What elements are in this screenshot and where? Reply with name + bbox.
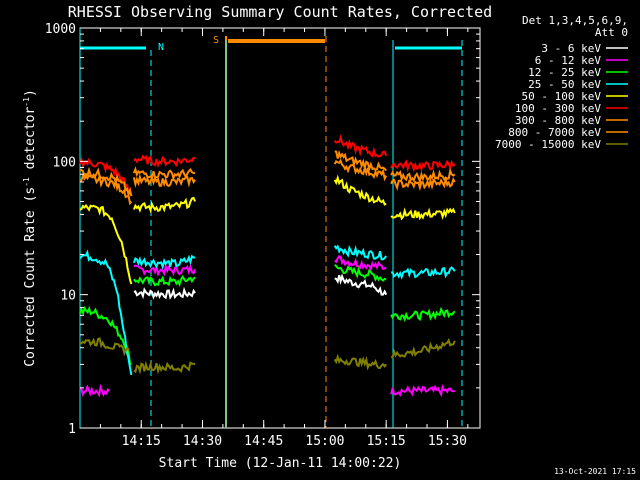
- x-tick-label: 14:30: [183, 434, 222, 449]
- series-line-2: [390, 306, 456, 323]
- series-line-6: [333, 158, 388, 182]
- series-line-4: [132, 196, 197, 214]
- legend-label: 6 - 12 keV: [535, 54, 602, 67]
- y-label-part2: detector: [23, 107, 38, 178]
- legend-label: 800 - 7000 keV: [508, 126, 601, 139]
- series-line-4: [333, 174, 387, 206]
- series-line-3: [333, 244, 388, 261]
- series-line-5: [390, 159, 456, 173]
- series-line-5: [79, 155, 133, 197]
- y-axis-label: Corrected Count Rate (s-1 detector-1): [22, 89, 38, 367]
- legend-label: 25 - 50 keV: [528, 78, 601, 91]
- series-line-3: [132, 254, 196, 271]
- timestamp: 13-Oct-2021 17:15: [554, 467, 636, 476]
- x-tick-label: 15:00: [305, 434, 344, 449]
- legend-label: 50 - 100 keV: [522, 90, 602, 103]
- x-tick-label: 15:15: [367, 434, 406, 449]
- x-axis-label: Start Time (12-Jan-11 14:00:22): [159, 456, 402, 471]
- legend-label: 100 - 300 keV: [515, 102, 601, 115]
- series-line-7: [334, 149, 387, 173]
- series-line-0: [334, 273, 388, 296]
- series-line-6: [390, 175, 456, 192]
- y-label-sup2: -1: [22, 97, 31, 107]
- y-label-sup1: -1: [22, 177, 31, 187]
- x-tick-label: 14:45: [244, 434, 283, 449]
- series-line-8: [133, 360, 196, 375]
- x-tick-label: 15:30: [428, 434, 467, 449]
- series-line-5: [333, 134, 388, 158]
- series-line-1: [79, 383, 111, 398]
- series-line-7: [79, 166, 133, 198]
- series-line-7: [390, 167, 456, 184]
- series-line-2: [79, 305, 132, 366]
- legend-header-line2: Att 0: [595, 26, 628, 39]
- series-line-4: [390, 207, 456, 221]
- saa-marker-label: S: [213, 35, 219, 46]
- series-line-8: [79, 337, 130, 357]
- series-line-6: [132, 173, 196, 188]
- chart-title: RHESSI Observing Summary Count Rates, Co…: [68, 3, 492, 21]
- x-axis: 14:15 14:30 14:45 15:00 15:15 15:30: [99, 28, 469, 449]
- series-line-2: [334, 263, 387, 282]
- y-tick-label: 1: [68, 422, 76, 437]
- y-tick-label: 100: [53, 155, 76, 170]
- y-tick-label: 10: [60, 289, 76, 304]
- y-axis: 1 10 100 1000: [45, 22, 480, 437]
- series-line-3: [390, 266, 456, 280]
- y-tick-label: 1000: [45, 22, 76, 37]
- legend-label: 3 - 6 keV: [541, 42, 601, 55]
- series-line-1: [133, 262, 197, 277]
- series-line-1: [334, 255, 387, 273]
- legend-header-line1: Det 1,3,4,5,6,9,: [522, 14, 628, 27]
- series-layer: [79, 134, 456, 398]
- y-label-part3: ): [23, 89, 38, 97]
- legend-label: 7000 - 15000 keV: [495, 138, 601, 151]
- y-label-part1: Corrected Count Rate (s: [23, 187, 38, 367]
- legend-label: 12 - 25 keV: [528, 66, 601, 79]
- legend-label: 300 - 800 keV: [515, 114, 601, 127]
- series-line-8: [391, 337, 456, 359]
- series-line-6: [79, 172, 133, 206]
- night-marker-label: N: [158, 42, 164, 53]
- series-line-1: [390, 384, 456, 398]
- series-line-0: [133, 286, 196, 300]
- series-line-7: [132, 166, 196, 182]
- series-line-3: [79, 249, 133, 376]
- series-line-4: [79, 203, 133, 285]
- series-line-5: [133, 154, 196, 169]
- series-line-2: [133, 274, 196, 288]
- x-tick-label: 14:15: [122, 434, 161, 449]
- series-line-8: [333, 353, 387, 371]
